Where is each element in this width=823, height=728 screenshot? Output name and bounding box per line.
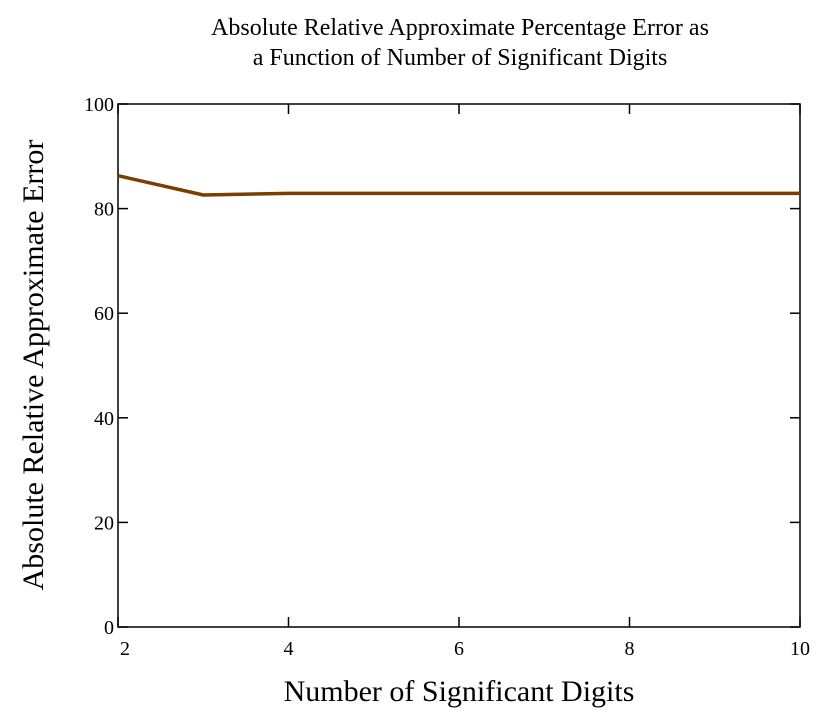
x-tick-label: 4 bbox=[284, 638, 294, 660]
y-tick-label: 0 bbox=[104, 617, 114, 639]
chart-title-line-1: Absolute Relative Approximate Percentage… bbox=[211, 15, 709, 41]
y-tick-label: 40 bbox=[94, 408, 114, 430]
plot-frame bbox=[117, 103, 801, 628]
y-tick-label: 60 bbox=[94, 303, 114, 325]
series-line bbox=[117, 173, 800, 197]
y-tick-label: 20 bbox=[94, 512, 114, 534]
x-tick-label: 2 bbox=[120, 638, 130, 660]
x-tick-label: 6 bbox=[454, 638, 464, 660]
x-axis-label: Number of Significant Digits bbox=[284, 675, 635, 708]
y-tick-label: 80 bbox=[94, 199, 114, 221]
chart-title-line-2: a Function of Number of Significant Digi… bbox=[253, 45, 668, 71]
y-tick-label: 100 bbox=[84, 94, 114, 116]
x-tick-label: 8 bbox=[625, 638, 635, 660]
y-axis-label: Absolute Relative Approximate Error bbox=[17, 140, 50, 591]
x-tick-label: 10 bbox=[790, 638, 810, 660]
axis-ticks bbox=[117, 103, 801, 628]
